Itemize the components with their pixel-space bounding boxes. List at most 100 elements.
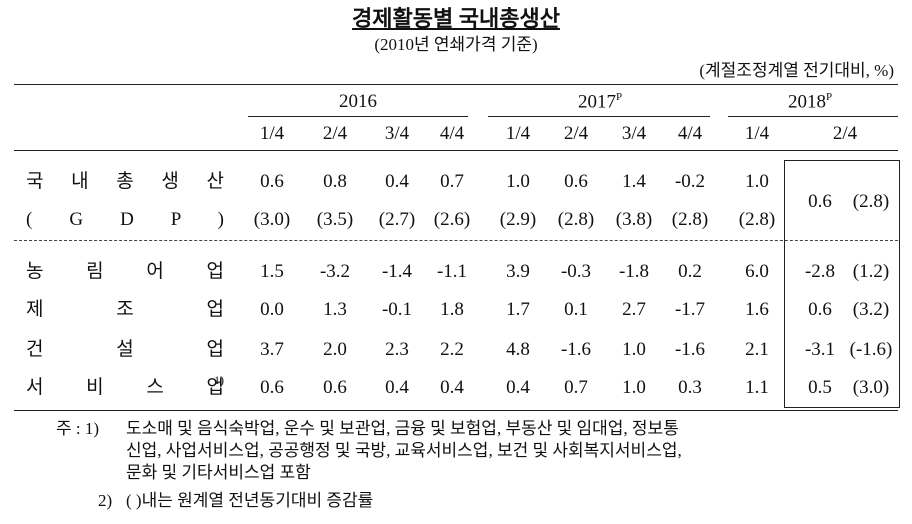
cell: 0.6 [808, 191, 832, 212]
cell: -1.6 [674, 339, 706, 360]
cell: 0.4 [440, 377, 464, 398]
cell: -0.1 [381, 299, 413, 320]
cell: (2.7) [378, 209, 416, 230]
rule [728, 116, 898, 117]
quarter-header: 3/4 [621, 123, 647, 144]
quarter-header: 2/4 [322, 123, 348, 144]
year-header: 2017P [577, 91, 623, 113]
cell: 1.0 [622, 377, 646, 398]
cell: -3.2 [319, 261, 351, 282]
highlight-box [784, 160, 900, 408]
cell: 0.4 [385, 171, 409, 192]
cell: 0.7 [564, 377, 588, 398]
quarter-header: 2/4 [563, 123, 589, 144]
cell: 2.7 [622, 299, 646, 320]
cell: -1.1 [436, 261, 468, 282]
subtitle: (2010년 연쇄가격 기준) [374, 35, 538, 54]
rule [14, 84, 898, 85]
year: 2017 [577, 91, 616, 113]
cell: -0.2 [674, 171, 706, 192]
cell: 1.7 [506, 299, 530, 320]
cell: (2.6) [433, 209, 471, 230]
rule [488, 116, 710, 117]
cell: 0.7 [440, 171, 464, 192]
cell: 1.0 [506, 171, 530, 192]
row-label: 국 내 총 생 산 [26, 171, 224, 192]
cell: 0.2 [678, 261, 702, 282]
cell: (2.8) [557, 209, 595, 230]
cell: 4.8 [506, 339, 530, 360]
cell: 6.0 [745, 261, 769, 282]
cell: 2.2 [440, 339, 464, 360]
row-label: 제 조 업 [26, 299, 224, 320]
cell: (1.2) [852, 261, 890, 282]
cell: (3.5) [316, 209, 354, 230]
title: 경제활동별 국내총생산 [352, 6, 560, 31]
quarter-header: 1/4 [744, 123, 770, 144]
cell: -1.8 [618, 261, 650, 282]
cell: (3.8) [615, 209, 653, 230]
cell: 0.8 [323, 171, 347, 192]
note-line: 도소매 및 음식숙박업, 운수 및 보관업, 금융 및 보험업, 부동산 및 임… [126, 419, 679, 438]
cell: 0.4 [385, 377, 409, 398]
year: 2018 [787, 91, 826, 113]
cell: -1.7 [674, 299, 706, 320]
cell: (2.8) [738, 209, 776, 230]
year: 2016 [339, 91, 377, 112]
cell: (2.8) [671, 209, 709, 230]
row-label: 농 림 어 업 [26, 261, 224, 282]
cell: 0.6 [323, 377, 347, 398]
cell: 0.6 [260, 171, 284, 192]
note-line: 문화 및 기타서비스업 포함 [126, 463, 311, 482]
quarter-header: 4/4 [677, 123, 703, 144]
note-marker: 주 : 1) [56, 419, 100, 438]
note-ref: 1) [214, 373, 224, 387]
row-label: 서 비 스 업 [26, 377, 224, 398]
cell: 1.6 [745, 299, 769, 320]
note-marker: 2) [98, 491, 113, 510]
cell: (3.0) [253, 209, 291, 230]
cell: 3.9 [506, 261, 530, 282]
cell: 1.8 [440, 299, 464, 320]
cell: 0.3 [678, 377, 702, 398]
year-header: 2018P [787, 91, 833, 113]
cell: 1.4 [622, 171, 646, 192]
quarter-header: 1/4 [505, 123, 531, 144]
quarter-header: 4/4 [439, 123, 465, 144]
cell: 1.3 [323, 299, 347, 320]
quarter-header: 2/4 [832, 123, 858, 144]
preliminary-mark: P [615, 91, 623, 103]
cell: -1.4 [381, 261, 413, 282]
cell: (3.0) [852, 377, 890, 398]
cell: 0.6 [260, 377, 284, 398]
cell: 0.6 [808, 299, 832, 320]
row-label: ( G D P ) [26, 209, 224, 230]
cell: 2.0 [323, 339, 347, 360]
cell: (2.8) [852, 191, 890, 212]
cell: -2.8 [804, 261, 836, 282]
rule [14, 410, 898, 411]
cell: 1.0 [622, 339, 646, 360]
rule [14, 150, 898, 151]
cell: 0.4 [506, 377, 530, 398]
cell: -3.1 [804, 339, 836, 360]
cell: 0.0 [260, 299, 284, 320]
cell: -0.3 [560, 261, 592, 282]
note-line: ( )내는 원계열 전년동기대비 증감률 [126, 491, 374, 510]
unit: (계절조정계열 전기대비, %) [699, 61, 894, 80]
cell: (2.9) [499, 209, 537, 230]
year-header: 2016 [339, 92, 377, 111]
quarter-header: 3/4 [384, 123, 410, 144]
cell: 2.3 [385, 339, 409, 360]
rule [14, 240, 898, 241]
cell: 3.7 [260, 339, 284, 360]
cell: -1.6 [560, 339, 592, 360]
preliminary-mark: P [825, 91, 833, 103]
note-line: 신업, 사업서비스업, 공공행정 및 국방, 교육서비스업, 보건 및 사회복지… [126, 441, 682, 460]
cell: 2.1 [745, 339, 769, 360]
cell: (3.2) [852, 299, 890, 320]
cell: 0.1 [564, 299, 588, 320]
cell: (-1.6) [849, 339, 893, 360]
cell: 1.0 [745, 171, 769, 192]
